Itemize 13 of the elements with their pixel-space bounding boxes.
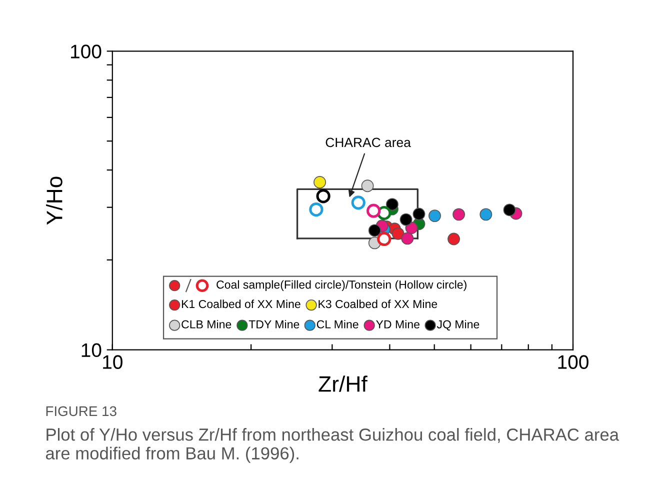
legend-label: CL Mine — [316, 320, 358, 328]
legend-title: Coal sample(Filled circle)/Tonstein (Hollow circle) — [216, 280, 466, 291]
legend-label: K1 Coalbed of XX Mine — [182, 300, 300, 308]
legend-label: YD Mine — [376, 320, 420, 328]
legend-label: TDY Mine — [248, 320, 300, 328]
x-axis-title: Zr/Hf — [318, 376, 368, 392]
caption: FIGURE 13 — [46, 406, 116, 416]
legend-label: K3 Coalbed of XX Mine — [318, 300, 438, 308]
y-axis-title: Y/Ho — [46, 176, 62, 225]
annotation: CHARAC area — [326, 138, 411, 148]
legend-label: CLB Mine — [182, 320, 232, 328]
legend-label: JQ Mine — [436, 320, 480, 330]
text: Plot of Y/Ho versus Zr/Hf from northeast Guizhou coal field, CHARAC area are modified from Bau M. (1996). — [46, 428, 620, 463]
